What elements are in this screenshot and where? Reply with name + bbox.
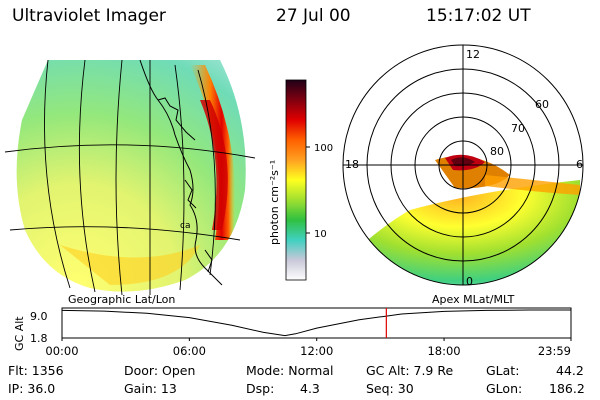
x-tick-label: 12:00 (300, 344, 333, 358)
gain-value: Gain: 13 (124, 381, 177, 396)
colorbar-tick-10: 10 (314, 229, 327, 240)
mlt-label-0: 0 (466, 275, 473, 288)
dsp-label: Dsp: (246, 381, 275, 396)
instrument-title: Ultraviolet Imager (12, 6, 166, 26)
colorbar-scale (285, 79, 307, 281)
x-tick-label: 00:00 (45, 344, 78, 358)
x-tick-label: 06:00 (173, 344, 206, 358)
land-label: ca (180, 221, 190, 231)
mlt-label-12: 12 (466, 48, 480, 61)
geographic-lat-lon-label: Geographic Lat/Lon (68, 293, 175, 306)
colorbar: 100 10 photon cm⁻²s⁻¹ (262, 75, 342, 285)
dsp-value: 4.3 (300, 381, 320, 396)
x-tick-label: 18:00 (427, 344, 460, 358)
polar-plot: 12 18 6 0 60 70 80 (342, 44, 584, 288)
polar-grid (342, 44, 584, 286)
glat-label: GLat: (486, 363, 520, 378)
apex-mlat-mlt-label: Apex MLat/MLT (432, 293, 515, 306)
altitude-line (61, 309, 571, 337)
glon-value: 186.2 (549, 381, 585, 396)
glon-label: GLon: (486, 381, 523, 396)
mode-value: Mode: Normal (246, 363, 334, 378)
timeline-chart: Geographic Lat/Lon Apex MLat/MLT GC Alt … (13, 293, 572, 358)
flight-number: Flt: 1356 (8, 363, 64, 378)
x-tick-label: 23:59 (538, 344, 571, 358)
glat-value: 44.2 (556, 363, 584, 378)
y-tick-9: 9.0 (30, 310, 48, 323)
door-status: Door: Open (124, 363, 196, 378)
polar-image-panel: 12 18 6 0 60 70 80 (335, 40, 590, 295)
lat-label-80: 80 (490, 145, 504, 158)
altitude-timeline: Geographic Lat/Lon Apex MLat/MLT GC Alt … (0, 292, 600, 362)
ip-value: IP: 36.0 (8, 381, 56, 396)
date-label: 27 Jul 00 (276, 6, 351, 26)
y-tick-1-8: 1.8 (30, 332, 48, 345)
gc-alt-value: GC Alt: 7.9 Re (366, 363, 454, 378)
time-label: 15:17:02 UT (426, 6, 531, 26)
lat-lon-grid (4, 59, 256, 296)
coastline (139, 59, 223, 286)
polar-auroral-oval (343, 180, 580, 285)
geographic-map: ca (4, 59, 256, 296)
seq-value: Seq: 30 (366, 381, 414, 396)
geographic-image-panel: ca (0, 40, 260, 296)
lat-label-60: 60 (535, 98, 549, 111)
mlt-label-18: 18 (345, 158, 359, 171)
mlt-label-6: 6 (576, 158, 583, 171)
colorbar-unit-label: photon cm⁻²s⁻¹ (268, 160, 281, 245)
colorbar-tick-100: 100 (314, 143, 333, 154)
lat-label-70: 70 (511, 122, 525, 135)
title-row: Ultraviolet Imager 27 Jul 00 15:17:02 UT (0, 0, 600, 36)
timeline-ylabel: GC Alt (13, 316, 26, 351)
status-panel: Flt: 1356 IP: 36.0 Door: Open Gain: 13 M… (0, 362, 600, 400)
